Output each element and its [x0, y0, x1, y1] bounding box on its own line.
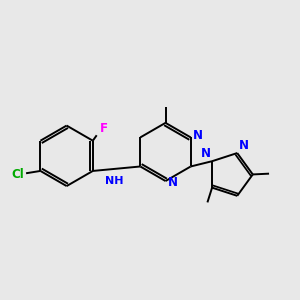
- Text: N: N: [168, 176, 178, 189]
- Text: F: F: [100, 122, 108, 135]
- Text: N: N: [193, 129, 203, 142]
- Text: NH: NH: [105, 176, 124, 187]
- Text: N: N: [200, 147, 211, 160]
- Text: Cl: Cl: [11, 167, 24, 181]
- Text: N: N: [239, 139, 249, 152]
